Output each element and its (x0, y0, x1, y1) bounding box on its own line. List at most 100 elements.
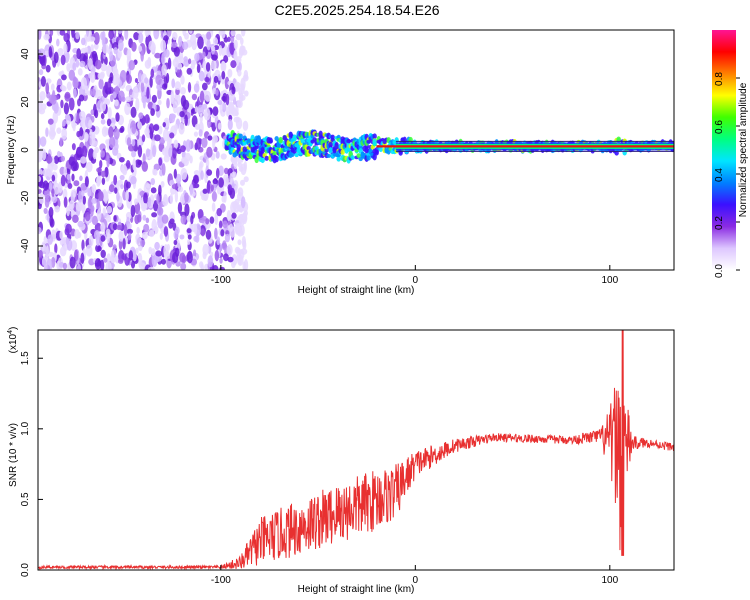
noise-cell (153, 30, 160, 40)
noise-cell (186, 228, 192, 234)
noise-cell (213, 75, 219, 84)
noise-cell (91, 198, 98, 204)
noise-cell (105, 261, 112, 270)
noise-cell (131, 150, 137, 158)
noise-cell (69, 256, 76, 269)
noise-cell (230, 34, 235, 43)
snr-x-tick-label: 0 (413, 575, 419, 586)
snr-y-tick-label: 1.5 (20, 351, 31, 365)
noise-cell (242, 213, 247, 223)
noise-cell (187, 82, 192, 93)
noise-cell (141, 134, 146, 143)
noise-cell (158, 157, 163, 166)
noise-cell (73, 153, 78, 163)
noise-cell (56, 150, 61, 158)
noise-cell (125, 189, 129, 202)
noise-cell (145, 183, 152, 189)
noise-cell (59, 137, 63, 147)
noise-cell (54, 205, 61, 213)
noise-cell (211, 190, 217, 202)
noise-cell (210, 45, 216, 52)
noise-cell (202, 188, 208, 194)
noise-cell (172, 101, 178, 114)
snr-y-tick-label: 1.0 (20, 421, 31, 435)
noise-cell (50, 83, 55, 91)
noise-cell (40, 76, 46, 87)
noise-cell (240, 30, 246, 37)
noise-cell (51, 188, 55, 198)
noise-cell (163, 244, 169, 258)
noise-cell (51, 174, 56, 182)
signal-cell (350, 155, 355, 160)
noise-cell (179, 252, 186, 263)
signal-cell (330, 134, 335, 140)
noise-cell (132, 158, 136, 171)
noise-cell (179, 234, 185, 240)
noise-cell (45, 82, 50, 95)
noise-cell (193, 223, 198, 235)
noise-cell (224, 233, 231, 243)
noise-cell (64, 91, 71, 102)
noise-cell (117, 39, 124, 52)
noise-cell (80, 37, 86, 46)
noise-cell (49, 215, 54, 227)
noise-cell (194, 106, 199, 113)
noise-cell (94, 59, 102, 70)
noise-cell (45, 245, 49, 258)
noise-cell (109, 136, 116, 149)
noise-cell (95, 89, 102, 100)
noise-cell (137, 214, 142, 223)
noise-cell (228, 223, 234, 232)
noise-cell (222, 174, 229, 187)
noise-cell (76, 263, 82, 270)
noise-cell (60, 174, 66, 187)
spectrogram-y-tick-label: 0 (20, 147, 31, 153)
noise-cell (225, 93, 230, 106)
noise-cell (98, 78, 104, 90)
noise-cell (171, 183, 178, 190)
noise-cell (89, 71, 96, 83)
noise-cell (38, 227, 42, 234)
noise-cell (180, 74, 185, 85)
noise-cell (56, 127, 62, 135)
noise-cell (202, 243, 210, 256)
noise-cell (38, 181, 46, 189)
noise-cell (217, 99, 223, 106)
noise-cell (188, 103, 194, 110)
noise-cell (100, 150, 105, 158)
spectrogram-y-tick-label: 20 (20, 96, 31, 108)
noise-cell (80, 252, 85, 265)
signal-cell (372, 133, 377, 140)
noise-cell (214, 250, 220, 262)
noise-cell (126, 74, 132, 84)
noise-cell (180, 262, 187, 270)
noise-cell (47, 251, 54, 257)
signal-cell (616, 136, 621, 142)
noise-cell (147, 56, 152, 67)
noise-cell (137, 252, 143, 266)
noise-cell (243, 176, 249, 183)
noise-cell (61, 127, 68, 140)
noise-cell (99, 159, 103, 169)
snr-ticks: -100 0 100 0.0 0.5 1.0 1.5 (20, 351, 619, 586)
noise-cell (144, 114, 150, 124)
noise-cell (130, 106, 137, 118)
noise-cell (88, 134, 96, 147)
noise-cell (136, 226, 140, 235)
noise-cell (169, 132, 175, 139)
noise-cell (106, 155, 110, 168)
noise-cell (148, 266, 155, 270)
noise-cell (198, 129, 203, 137)
noise-cell (77, 68, 83, 76)
spectrogram-x-tick-label: 100 (601, 275, 618, 286)
noise-cell (66, 62, 71, 72)
noise-cell (120, 164, 128, 175)
noise-cell (187, 234, 192, 240)
noise-cell (211, 202, 216, 212)
noise-cell (112, 223, 118, 231)
spectrogram-plot-area (38, 30, 674, 270)
noise-cell (38, 69, 44, 76)
signal-cell (402, 136, 407, 145)
noise-cell (151, 219, 157, 232)
noise-cell (243, 69, 249, 80)
